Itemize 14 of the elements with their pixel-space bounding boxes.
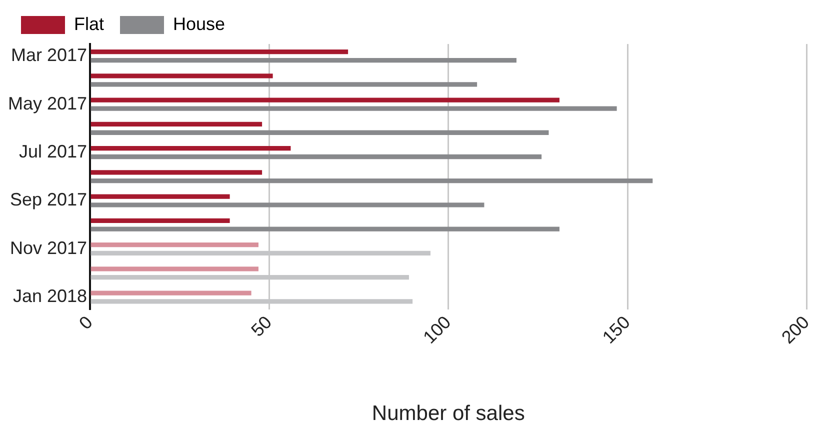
x-tick-label: 150 — [598, 312, 634, 348]
y-tick-label: Jul 2017 — [18, 141, 88, 162]
x-tick-label: 0 — [75, 312, 96, 334]
x-tick-label: 100 — [419, 312, 455, 348]
y-tick-label: Sep 2017 — [10, 190, 88, 210]
x-tick-label: 50 — [247, 312, 276, 340]
x-axis-title: Number of sales — [372, 402, 525, 426]
y-tick-label: Jan 2018 — [12, 286, 88, 306]
legend-label: Flat — [74, 14, 104, 34]
y-tick-label: May 2017 — [8, 93, 88, 114]
y-tick-label: Nov 2017 — [10, 238, 88, 258]
legend-label: House — [173, 14, 226, 34]
y-tick-label: Mar 2017 — [11, 45, 88, 66]
x-tick-label: 200 — [778, 312, 814, 348]
